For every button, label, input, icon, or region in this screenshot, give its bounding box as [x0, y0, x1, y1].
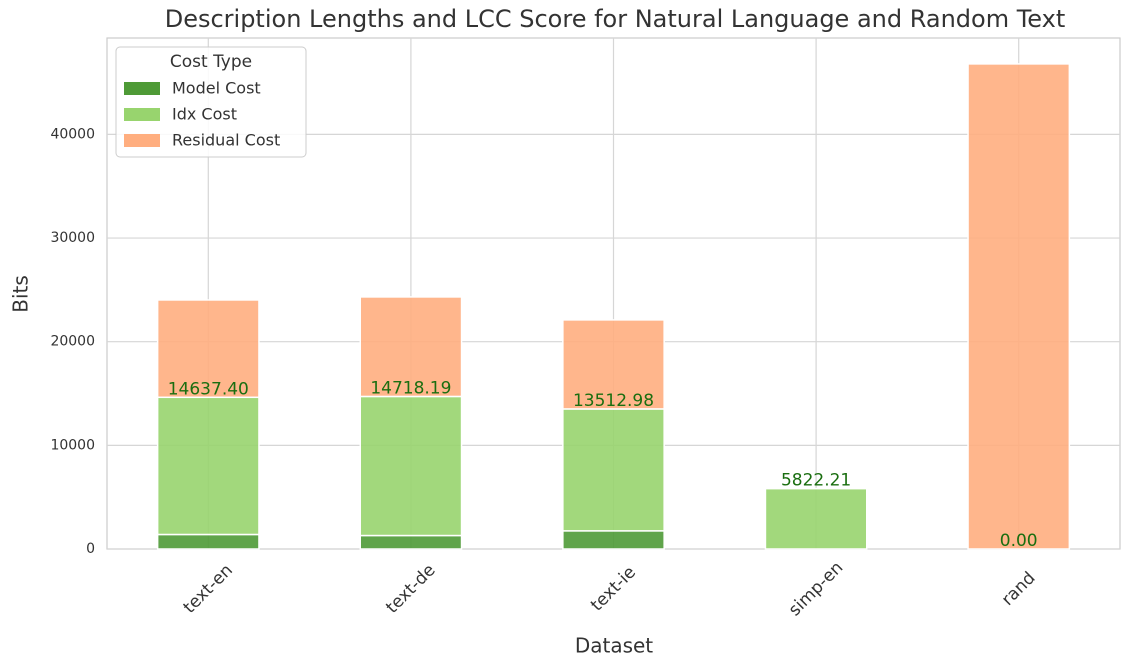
y-tick-label: 0: [86, 541, 95, 557]
legend-label: Idx Cost: [172, 105, 237, 124]
x-tick-label: rand: [998, 568, 1040, 610]
y-axis-label: Bits: [9, 275, 33, 313]
y-tick-label: 10000: [50, 437, 95, 453]
legend: Cost Type Model Cost Idx Cost Residual Cost: [115, 46, 307, 158]
bar-segment: [359, 534, 463, 550]
bar-segment: [156, 396, 260, 536]
bar-segment: [562, 530, 665, 550]
y-tick-label: 40000: [50, 126, 95, 142]
legend-label: Model Cost: [172, 79, 261, 98]
legend-box: [115, 46, 307, 158]
x-tick-label: text-ie: [587, 563, 640, 616]
lcc-score-label: 14718.19: [370, 378, 451, 398]
x-tick-label: text-de: [382, 560, 439, 617]
lcc-score-label: 5822.21: [781, 471, 851, 491]
bar-segment: [967, 63, 1071, 550]
bar-segment: [562, 408, 665, 532]
x-axis-label: Dataset: [575, 634, 653, 658]
bar-segment: [359, 395, 463, 537]
y-tick-label: 30000: [50, 230, 95, 246]
bar-segment: [156, 299, 260, 399]
bar-segment: [156, 533, 260, 550]
y-tick-label: 20000: [50, 334, 95, 350]
legend-swatch: [124, 82, 160, 95]
x-tick-label: simp-en: [785, 558, 847, 620]
lcc-score-label: 0.00: [1000, 531, 1038, 551]
lcc-score-label: 13512.98: [573, 391, 654, 411]
legend-swatch: [124, 108, 160, 121]
legend-label: Residual Cost: [172, 131, 280, 150]
legend-title: Cost Type: [170, 52, 252, 72]
x-tick-label: text-en: [180, 560, 237, 617]
bar-segment: [764, 487, 868, 550]
legend-swatch: [124, 134, 160, 147]
chart-title: Description Lengths and LCC Score for Na…: [165, 5, 1066, 33]
bar-segment: [359, 296, 463, 398]
bar-segment: [562, 319, 665, 410]
lcc-score-label: 14637.40: [168, 379, 249, 399]
